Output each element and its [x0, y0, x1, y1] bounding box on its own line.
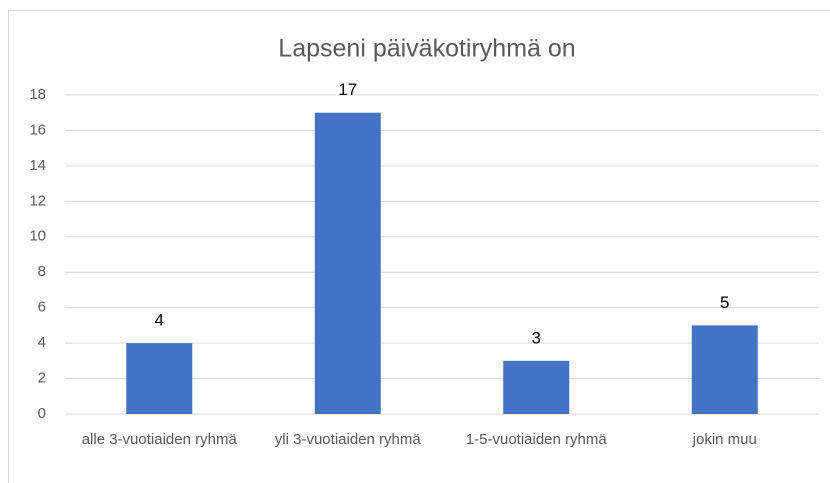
data-label: 4	[155, 311, 164, 330]
bar	[503, 360, 570, 414]
y-tick-label: 18	[29, 86, 46, 103]
x-tick-label: jokin muu	[692, 431, 757, 448]
data-label: 17	[338, 80, 357, 99]
y-tick-label: 16	[29, 121, 46, 138]
y-tick-label: 10	[29, 228, 46, 245]
y-tick-label: 14	[29, 157, 46, 174]
x-tick-label: alle 3-vuotiaiden ryhmä	[81, 431, 237, 448]
y-tick-label: 6	[38, 299, 46, 316]
x-tick-label: yli 3-vuotiaiden ryhmä	[274, 431, 421, 448]
y-tick-label: 4	[38, 334, 46, 351]
y-tick-label: 0	[38, 405, 46, 422]
bar	[126, 343, 193, 414]
data-label: 5	[720, 293, 729, 312]
x-tick-label: 1-5-vuotiaiden ryhmä	[465, 431, 607, 448]
y-tick-label: 12	[29, 192, 46, 209]
bar	[314, 112, 381, 414]
y-tick-label: 2	[38, 370, 46, 387]
y-tick-label: 8	[38, 263, 46, 280]
bar	[691, 325, 758, 414]
data-label: 3	[532, 328, 541, 347]
chart-title: Lapseni päiväkotiryhmä on	[278, 35, 575, 63]
